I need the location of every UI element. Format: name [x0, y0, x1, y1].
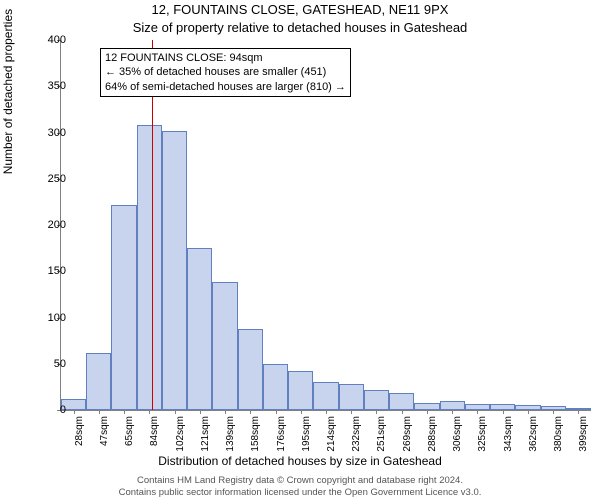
x-tick-mark: [124, 410, 125, 414]
histogram-bar: [187, 248, 212, 410]
x-tick-label: 399sqm: [578, 416, 589, 456]
histogram-bar: [86, 353, 111, 410]
x-tick-label: 362sqm: [528, 416, 539, 456]
x-tick-label: 84sqm: [149, 416, 160, 456]
x-tick-label: 102sqm: [175, 416, 186, 456]
x-tick-label: 28sqm: [74, 416, 85, 456]
chart-subtitle: Size of property relative to detached ho…: [0, 20, 600, 35]
x-tick-label: 306sqm: [452, 416, 463, 456]
x-tick-label: 195sqm: [301, 416, 312, 456]
x-tick-label: 251sqm: [376, 416, 387, 456]
histogram-bar: [339, 384, 364, 410]
y-tick-label: 400: [48, 34, 66, 46]
x-tick-label: 121sqm: [200, 416, 211, 456]
annotation-line-3: 64% of semi-detached houses are larger (…: [105, 80, 346, 94]
x-tick-mark: [99, 410, 100, 414]
x-tick-label: 343sqm: [503, 416, 514, 456]
footnote: Contains HM Land Registry data © Crown c…: [0, 475, 600, 498]
y-axis-label: Number of detached properties: [1, 9, 15, 174]
y-tick-label: 0: [60, 404, 66, 416]
x-tick-mark: [376, 410, 377, 414]
histogram-bar: [111, 205, 136, 410]
histogram-bar: [313, 382, 338, 410]
x-tick-mark: [301, 410, 302, 414]
y-tick-label: 100: [48, 312, 66, 324]
x-tick-label: 288sqm: [427, 416, 438, 456]
x-tick-mark: [351, 410, 352, 414]
histogram-bar: [414, 403, 439, 410]
y-tick-label: 350: [48, 80, 66, 92]
x-tick-mark: [175, 410, 176, 414]
x-tick-mark: [427, 410, 428, 414]
histogram-bar: [162, 131, 187, 410]
x-tick-mark: [276, 410, 277, 414]
histogram-bar: [238, 329, 263, 410]
x-tick-label: 232sqm: [351, 416, 362, 456]
histogram-bar: [263, 364, 288, 410]
x-tick-mark: [578, 410, 579, 414]
y-tick-label: 150: [48, 265, 66, 277]
x-tick-mark: [553, 410, 554, 414]
footnote-line-1: Contains HM Land Registry data © Crown c…: [0, 475, 600, 486]
histogram-bar: [137, 125, 162, 410]
x-tick-mark: [528, 410, 529, 414]
x-axis-label: Distribution of detached houses by size …: [0, 454, 600, 468]
y-tick-label: 50: [54, 358, 66, 370]
x-tick-mark: [250, 410, 251, 414]
histogram-bar: [288, 371, 313, 410]
x-tick-mark: [452, 410, 453, 414]
x-tick-label: 214sqm: [326, 416, 337, 456]
x-tick-label: 269sqm: [402, 416, 413, 456]
y-tick-label: 300: [48, 127, 66, 139]
x-tick-mark: [225, 410, 226, 414]
x-tick-label: 139sqm: [225, 416, 236, 456]
x-tick-label: 176sqm: [276, 416, 287, 456]
x-tick-mark: [200, 410, 201, 414]
annotation-box: 12 FOUNTAINS CLOSE: 94sqm ← 35% of detac…: [100, 48, 351, 97]
x-tick-mark: [74, 410, 75, 414]
annotation-line-1: 12 FOUNTAINS CLOSE: 94sqm: [105, 51, 346, 65]
x-tick-mark: [402, 410, 403, 414]
x-tick-label: 325sqm: [477, 416, 488, 456]
histogram-bar: [389, 393, 414, 410]
x-tick-mark: [477, 410, 478, 414]
x-tick-label: 158sqm: [250, 416, 261, 456]
x-tick-label: 65sqm: [124, 416, 135, 456]
y-tick-label: 200: [48, 219, 66, 231]
x-tick-mark: [503, 410, 504, 414]
annotation-line-2: ← 35% of detached houses are smaller (45…: [105, 65, 346, 79]
x-tick-mark: [326, 410, 327, 414]
chart-title: 12, FOUNTAINS CLOSE, GATESHEAD, NE11 9PX: [0, 2, 600, 17]
histogram-bar: [212, 282, 237, 410]
x-tick-label: 380sqm: [553, 416, 564, 456]
histogram-bar: [364, 390, 389, 410]
y-tick-label: 250: [48, 173, 66, 185]
chart-container: 12, FOUNTAINS CLOSE, GATESHEAD, NE11 9PX…: [0, 0, 600, 500]
x-tick-label: 47sqm: [99, 416, 110, 456]
footnote-line-2: Contains public sector information licen…: [0, 487, 600, 498]
x-tick-mark: [149, 410, 150, 414]
histogram-bar: [440, 401, 465, 410]
